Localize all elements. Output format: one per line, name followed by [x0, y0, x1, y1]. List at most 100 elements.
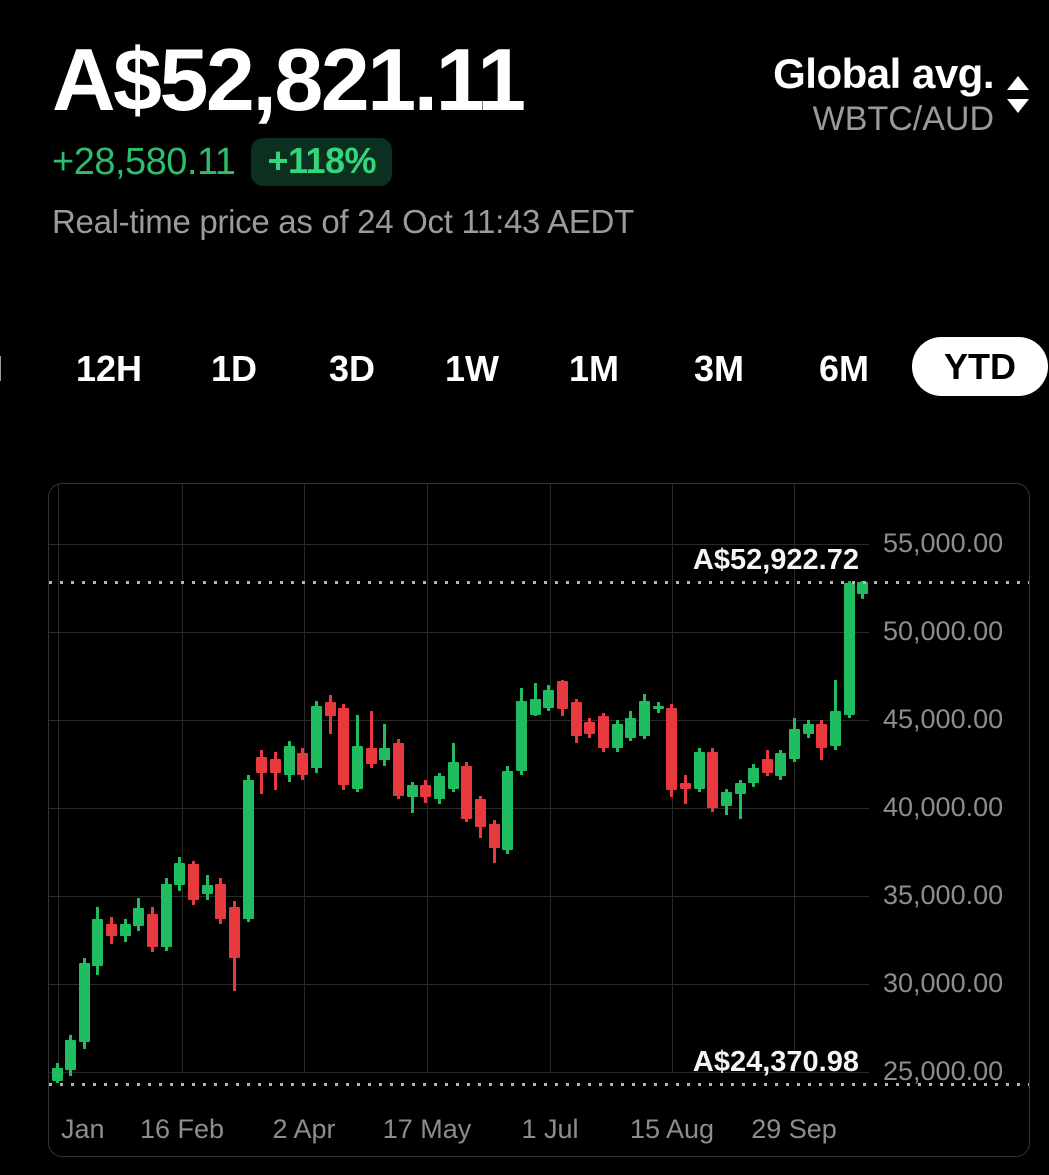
candle-up [311, 705, 323, 768]
candle-down [147, 913, 159, 948]
gridline-vertical [550, 484, 551, 1072]
tab-1w[interactable]: 1W [445, 348, 499, 389]
x-axis-label: 16 Feb [139, 1114, 225, 1144]
y-axis-label: 45,000.00 [883, 704, 1004, 734]
arrow-up-icon [1007, 76, 1029, 90]
candle-down [461, 765, 473, 819]
current-price: A$52,821.11 [52, 30, 526, 129]
candle-up [830, 711, 842, 747]
candle-up [775, 753, 787, 777]
candle-up [748, 767, 760, 784]
gridline-horizontal [49, 808, 869, 809]
tab-3m[interactable]: 3M [693, 348, 745, 389]
candle-up [92, 918, 104, 967]
price-chart[interactable]: 55,000.00 50,000.00 45,000.00 40,000.00 35,0… [48, 483, 1030, 1157]
high-price-line [49, 581, 1029, 584]
price-timestamp: Real-time price as of 24 Oct 11:43 AEDT [52, 203, 634, 240]
gridline-horizontal [49, 720, 869, 721]
tab-1d[interactable]: 1D [210, 348, 258, 389]
candle-wick-down [683, 774, 687, 805]
x-axis-label: Jan [61, 1114, 105, 1144]
candle-up [502, 771, 514, 851]
tab-1h[interactable]: 1H [0, 348, 3, 390]
candle-up [802, 723, 814, 735]
candle-up [638, 700, 650, 736]
tab-6m[interactable]: 6M [818, 348, 870, 389]
candle-down [338, 707, 350, 786]
candle-down [297, 753, 309, 775]
x-axis-label: 15 Aug [629, 1114, 715, 1144]
candle-up [720, 792, 732, 807]
candle-up [379, 748, 391, 761]
x-axis-label: 1 Jul [521, 1114, 579, 1144]
candle-down [106, 924, 118, 937]
gridline-vertical [304, 484, 305, 1072]
candle-up [433, 776, 445, 800]
gridline-horizontal [49, 544, 869, 545]
gridline-horizontal [49, 896, 869, 897]
candle-up [857, 582, 869, 595]
selector-label: Global avg. [773, 50, 994, 97]
candle-down [761, 758, 773, 773]
tab-3d[interactable]: 3D [328, 348, 376, 389]
candle-up [611, 723, 623, 749]
low-price-label: A$24,370.98 [692, 1046, 859, 1078]
candle-up [65, 1040, 77, 1071]
candle-wick-up [410, 781, 414, 814]
candle-up [51, 1068, 63, 1081]
price-change-row: +28,580.11 +118% [52, 138, 393, 186]
candle-down [707, 751, 719, 808]
candle-up [734, 783, 746, 794]
candle-up [843, 582, 855, 715]
candle-up [242, 779, 254, 919]
candle-up [447, 762, 459, 789]
candle-up [78, 962, 90, 1043]
candle-up [529, 698, 541, 715]
tab-1m[interactable]: 1M [568, 348, 620, 389]
y-axis-label: 40,000.00 [883, 792, 1004, 822]
gridline-horizontal [49, 632, 869, 633]
y-axis-label: 30,000.00 [883, 968, 1004, 998]
candle-up [201, 885, 213, 895]
candle-down [584, 721, 596, 735]
y-axis-label: 55,000.00 [883, 528, 1004, 558]
candle-down [256, 756, 268, 773]
candle-up [160, 883, 172, 948]
candle-down [270, 758, 282, 773]
candle-down [229, 906, 241, 958]
pair-selector[interactable]: Global avg. WBTC/AUD [773, 50, 1029, 136]
arrow-down-icon [1007, 99, 1029, 113]
tab-12h[interactable]: 12H [75, 348, 143, 389]
tab-ytd[interactable]: YTD [912, 337, 1048, 396]
candle-up [625, 718, 637, 738]
candle-up [352, 746, 364, 789]
candle-down [666, 707, 678, 791]
candle-down [570, 702, 582, 736]
y-axis-label: 50,000.00 [883, 616, 1004, 646]
x-axis-label: 29 Sep [751, 1114, 837, 1144]
low-price-line [49, 1083, 1029, 1086]
candle-down [597, 716, 609, 749]
time-range-tabs: 1H 12H 1D 3D 1W 1M 3M 6M YTD [0, 337, 1049, 401]
candle-up [119, 924, 131, 937]
candle-down [324, 702, 336, 717]
gridline-horizontal [49, 1072, 869, 1073]
candle-up [174, 862, 186, 886]
candle-down [215, 883, 227, 919]
y-axis-label: 35,000.00 [883, 880, 1004, 910]
gridline-vertical [58, 484, 59, 1072]
candle-wick-up [383, 723, 387, 766]
candle-down [816, 723, 828, 749]
candle-down [393, 742, 404, 796]
gridline-vertical [794, 484, 795, 1072]
x-axis-label: 17 May [382, 1114, 472, 1144]
candle-up [515, 700, 527, 772]
candle-up [693, 751, 705, 789]
candle-down [188, 864, 200, 900]
gridline-vertical [427, 484, 428, 1072]
candle-wick-up [738, 779, 742, 819]
candle-up [543, 690, 555, 708]
selector-sort-icon [1007, 76, 1029, 113]
candle-down [420, 785, 432, 798]
gridline-horizontal [49, 984, 869, 985]
